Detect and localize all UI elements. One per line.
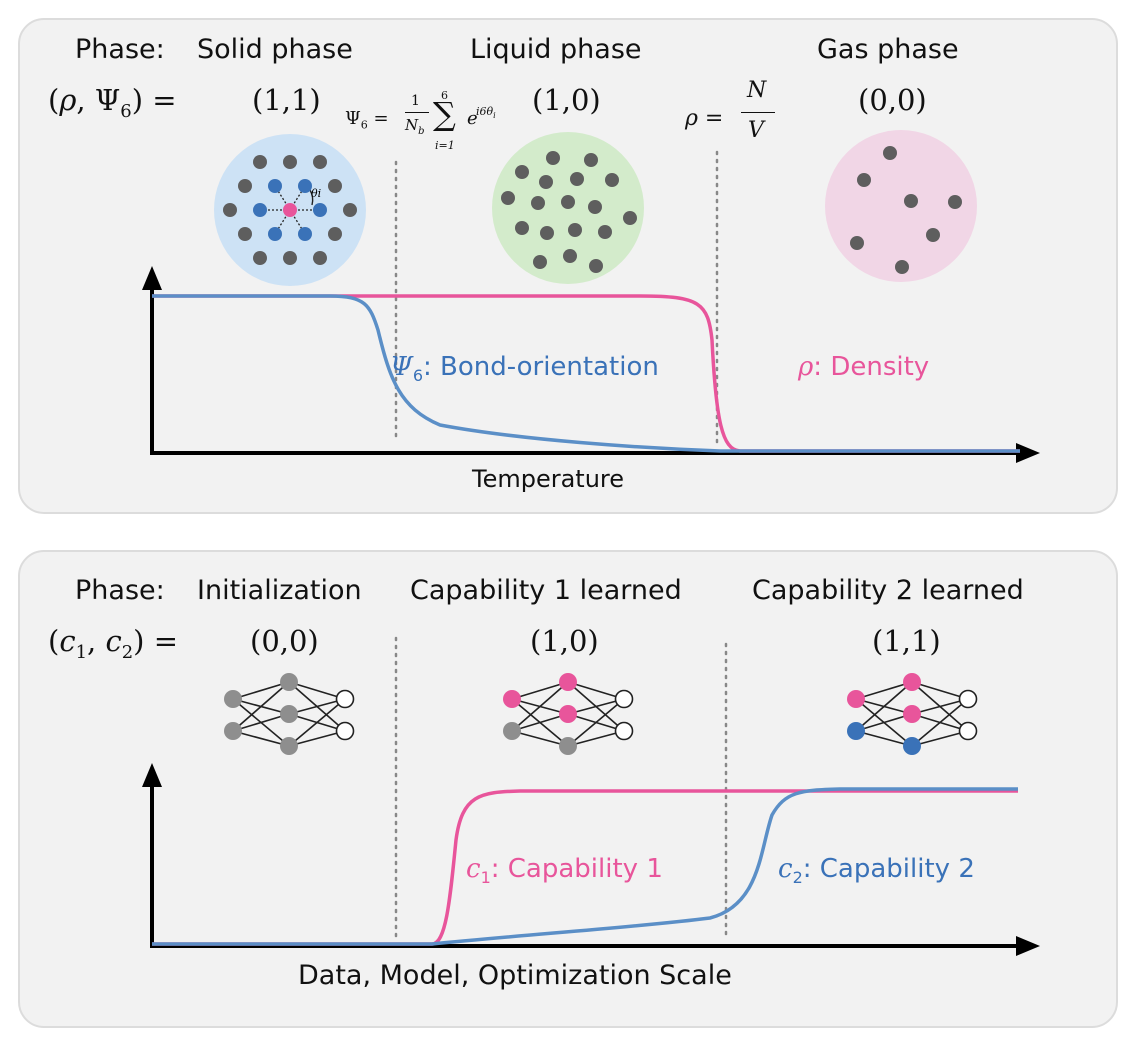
initialization-title: Initialization: [197, 575, 362, 606]
network-capability1-icon: [503, 673, 634, 755]
top-y-arrowhead: [142, 266, 162, 290]
c1-c2-tuple-label: (c1, c2) =: [48, 624, 179, 663]
liquid-phase-value: (1,0): [532, 83, 601, 117]
bottom-x-arrowhead: [1016, 936, 1040, 956]
top-phase-label: Phase:: [75, 34, 165, 65]
density-label: ρ: Density: [798, 352, 930, 382]
liquid-particles-icon: [492, 132, 644, 284]
top-x-arrowhead: [1016, 443, 1040, 463]
gas-phase-value: (0,0): [858, 83, 927, 117]
rho-psi-tuple-label: (ρ, Ψ6) =: [48, 83, 177, 122]
capability2-label: c2: Capability 2: [778, 854, 975, 888]
density-curve: [152, 294, 1020, 453]
capability1-curve: [152, 789, 1018, 946]
bottom-y-arrowhead: [142, 763, 162, 787]
bond-orientation-curve: [152, 294, 1020, 453]
capability1-label: c1: Capability 1: [466, 854, 663, 888]
liquid-phase-title: Liquid phase: [470, 34, 642, 65]
capability1-value: (1,0): [530, 624, 599, 658]
scale-axis-label: Data, Model, Optimization Scale: [298, 960, 732, 991]
solid-lattice-icon: [214, 134, 366, 286]
top-axes: [150, 285, 1020, 455]
solid-phase-title: Solid phase: [197, 34, 353, 65]
initialization-value: (0,0): [250, 624, 319, 658]
solid-phase-value: (1,1): [252, 83, 321, 117]
theta-label: θi: [311, 187, 321, 200]
network-capability2-icon: [847, 673, 978, 755]
capability2-learned-title: Capability 2 learned: [752, 575, 1024, 606]
temperature-axis-label: Temperature: [472, 465, 625, 493]
capability1-learned-title: Capability 1 learned: [410, 575, 682, 606]
capability2-curve: [152, 787, 1018, 946]
capability2-value: (1,1): [872, 624, 941, 658]
bottom-axes: [150, 782, 1020, 948]
gas-phase-title: Gas phase: [817, 34, 959, 65]
bottom-phase-label: Phase:: [75, 575, 165, 606]
gas-particles-icon: [825, 130, 977, 282]
bond-orientation-label: Ψ6: Bond-orientation: [390, 352, 659, 386]
network-initialization-icon: [224, 673, 355, 755]
